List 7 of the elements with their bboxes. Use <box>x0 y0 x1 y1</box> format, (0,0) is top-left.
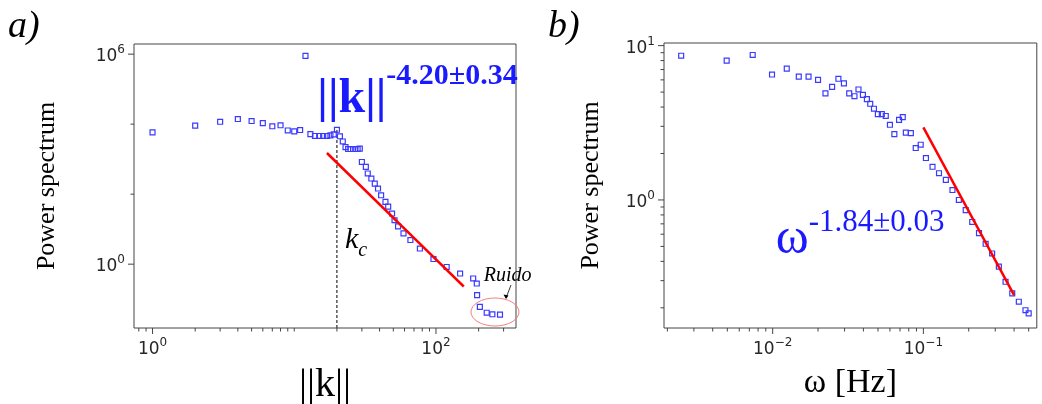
y-axis-title: Power spectrum <box>575 101 604 270</box>
y-axis-title: Power spectrum <box>31 101 60 271</box>
chart-title: b) <box>548 2 580 46</box>
x-axis-title: ||k|| <box>298 360 352 404</box>
x-axis-title: ω [Hz] <box>803 362 897 399</box>
chart-title: a) <box>8 2 40 46</box>
annotation: Ruido <box>482 262 532 285</box>
